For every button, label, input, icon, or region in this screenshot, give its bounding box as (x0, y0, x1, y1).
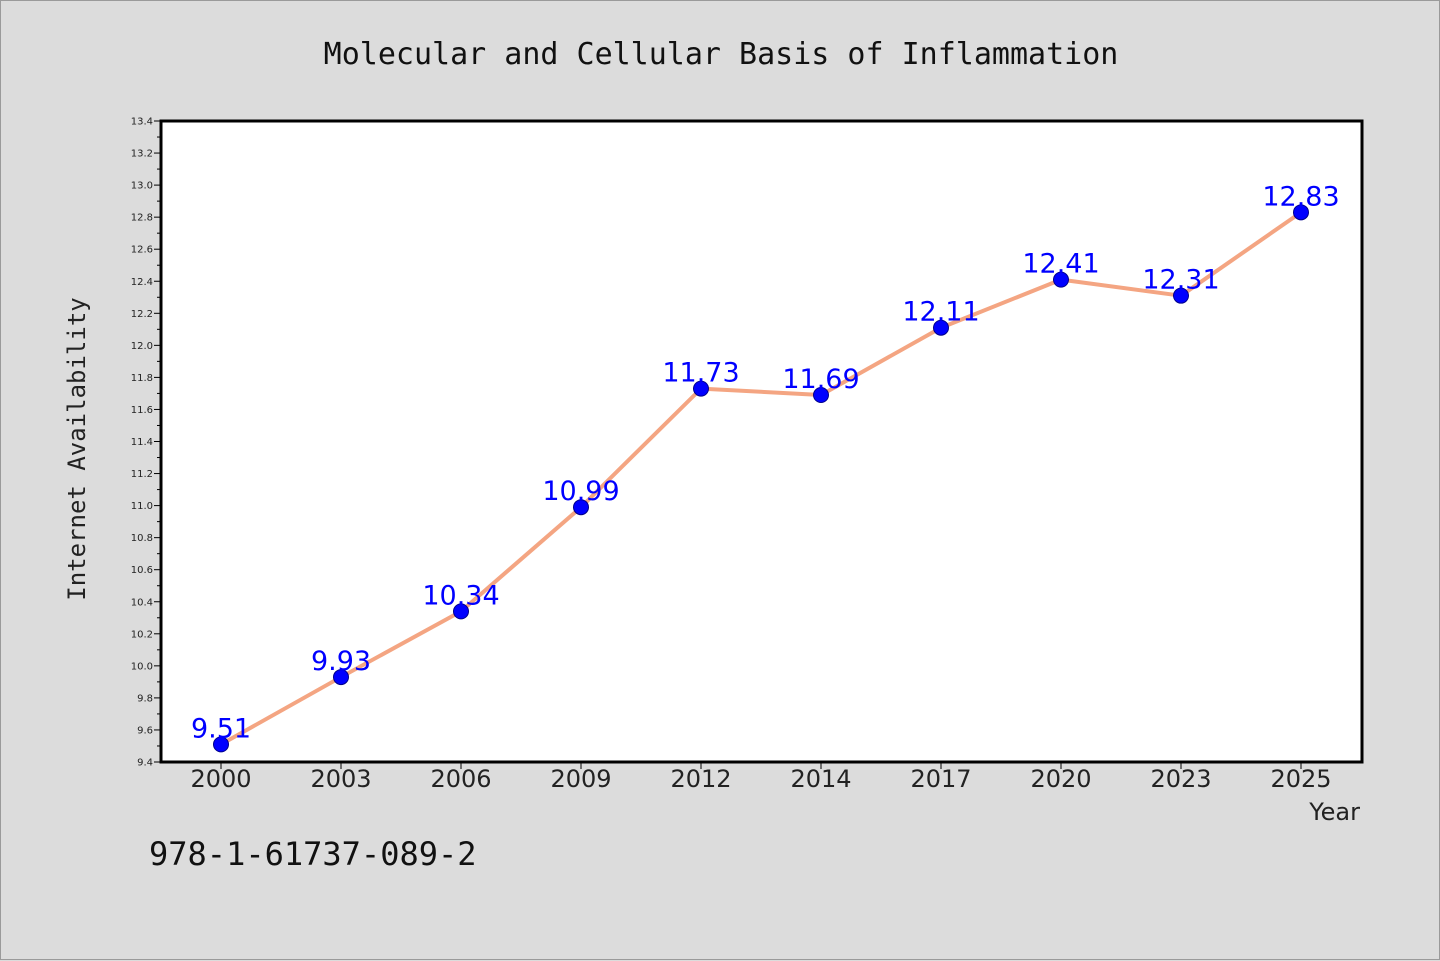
y-tick-label: 13.0 (131, 181, 153, 192)
y-tick-label: 12.0 (131, 341, 153, 352)
y-tick-label: 12.8 (131, 213, 153, 224)
data-point (813, 387, 829, 404)
y-tick-label: 13.4 (131, 117, 153, 128)
y-tick-label: 11.4 (131, 437, 153, 448)
data-label: 9.93 (311, 646, 371, 677)
x-tick-label: 2025 (1270, 765, 1331, 793)
data-point (333, 669, 349, 686)
y-tick-label: 9.6 (137, 725, 153, 736)
chart-title: Molecular and Cellular Basis of Inflamma… (324, 37, 1119, 72)
y-tick-label: 11.8 (131, 373, 153, 384)
x-axis-ticks: 2000 2003 2006 2009 2012 2014 2017 2020 2023 2025 (190, 762, 1332, 793)
plot-area (159, 119, 1364, 764)
data-label: 12.11 (902, 297, 979, 328)
data-labels: 9.51 9.93 10.34 10.99 11.73 11.69 12.11 12.41 12… (191, 181, 1340, 744)
y-tick-label: 9.8 (137, 693, 153, 704)
data-label: 10.99 (542, 476, 619, 507)
y-tick-label: 12.2 (131, 309, 153, 320)
series-line (220, 210, 1303, 747)
y-tick-label: 12.6 (131, 245, 153, 256)
data-label: 12.41 (1022, 249, 1099, 280)
data-label: 11.69 (782, 364, 859, 395)
data-label: 12.83 (1262, 181, 1339, 212)
isbn-text: 978-1-61737-089-2 (149, 835, 477, 873)
x-tick-label: 2020 (1030, 765, 1091, 793)
y-tick-label: 10.8 (131, 533, 153, 544)
x-tick-label: 2023 (1150, 765, 1211, 793)
y-axis-label: Internet Availability (63, 297, 91, 600)
x-tick-label: 2003 (310, 765, 371, 793)
y-tick-label: 11.2 (131, 469, 153, 480)
x-tick-label: 2006 (430, 765, 491, 793)
y-tick-label: 9.4 (137, 758, 153, 769)
data-point (693, 380, 709, 397)
data-point (453, 603, 469, 620)
data-point (573, 499, 589, 516)
y-axis-ticks: 9.4 9.6 9.8 10.0 10.2 10.4 10.6 10.8 11.0 11.2 11.… (131, 117, 161, 769)
data-label: 12.31 (1142, 265, 1219, 296)
y-tick-label: 10.4 (131, 597, 153, 608)
x-tick-label: 2000 (190, 765, 251, 793)
data-label: 10.34 (422, 580, 499, 611)
y-tick-label: 10.6 (131, 565, 153, 576)
series-group (213, 204, 1309, 753)
x-tick-label: 2014 (790, 765, 851, 793)
data-point (933, 319, 949, 336)
data-point (1053, 271, 1069, 288)
x-tick-label: 2017 (910, 765, 971, 793)
data-point (1173, 287, 1189, 304)
y-tick-label: 10.0 (131, 661, 153, 672)
x-axis-label: Year (1308, 798, 1360, 826)
data-point (1293, 204, 1309, 221)
data-label: 11.73 (662, 358, 739, 389)
y-tick-label: 13.2 (131, 149, 153, 160)
y-tick-label: 10.2 (131, 629, 153, 640)
x-tick-label: 2012 (670, 765, 731, 793)
x-tick-label: 2009 (550, 765, 611, 793)
data-label: 9.51 (191, 713, 251, 744)
y-tick-label: 11.6 (131, 405, 153, 416)
data-point (213, 736, 229, 753)
y-tick-label: 12.4 (131, 277, 153, 288)
y-tick-label: 11.0 (131, 501, 153, 512)
